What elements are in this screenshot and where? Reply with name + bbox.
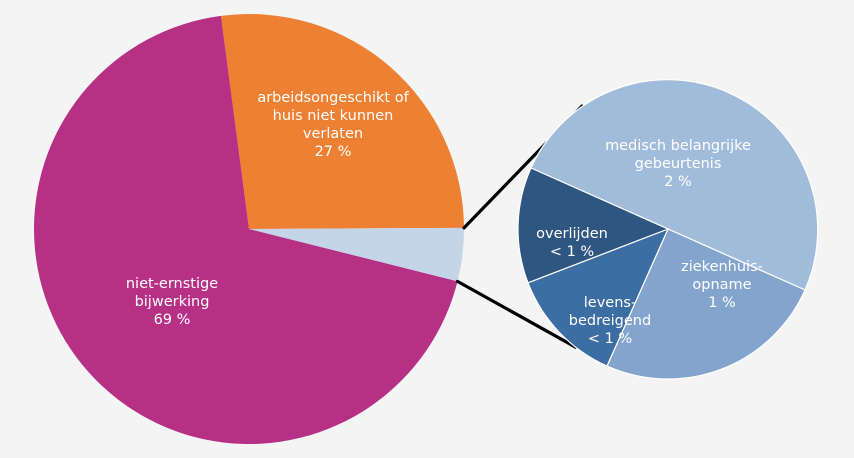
main-slice-arbeidsongeschikt-of bbox=[220, 14, 464, 230]
category-label-line: bijwerking bbox=[135, 294, 210, 310]
main-label-arbeidsongeschikt-of: arbeidsongeschikt of huis niet kunnen verl… bbox=[257, 90, 409, 160]
category-label-line: ziekenhuis- bbox=[681, 259, 763, 275]
category-label-line: verlaten bbox=[303, 126, 363, 142]
value-label: < 1 % bbox=[588, 331, 632, 347]
value-label: 1 % bbox=[708, 295, 736, 311]
breakdown-slice-overlijden bbox=[517, 167, 670, 284]
connector-line-bottom bbox=[455, 279, 578, 349]
category-label-line: gebeurtenis bbox=[635, 156, 722, 172]
category-label-line: bedreigend bbox=[569, 313, 651, 329]
category-label-line: medisch belangrijke bbox=[605, 138, 751, 154]
category-label-line: arbeidsongeschikt of bbox=[257, 90, 409, 106]
main-pie bbox=[33, 14, 465, 445]
value-label: < 1 % bbox=[550, 244, 594, 260]
category-label-line: niet-ernstige bbox=[126, 276, 218, 292]
breakdown-slice-levens bbox=[527, 227, 670, 367]
value-label: 69 % bbox=[154, 312, 191, 328]
breakdown-label-ziekenhuis: ziekenhuis-opname 1 % bbox=[681, 259, 763, 311]
category-label-line: huis niet kunnen bbox=[273, 108, 394, 124]
breakdown-pie bbox=[517, 79, 819, 380]
main-label-niet-ernstige: niet-ernstige bijwerking 69 % bbox=[126, 276, 218, 328]
breakdown-label-medisch-belangrijke: medisch belangrijke gebeurtenis 2 % bbox=[605, 138, 751, 190]
category-label-line: levens- bbox=[584, 295, 636, 311]
category-label-line: opname bbox=[692, 277, 751, 293]
breakdown-slice-ziekenhuis bbox=[606, 228, 806, 380]
breakdown-slice-medisch-belangrijke bbox=[530, 79, 819, 291]
breakdown-label-overlijden: overlijden < 1 % bbox=[536, 226, 608, 260]
main-slice-niet-ernstige bbox=[33, 15, 458, 445]
value-label: 2 % bbox=[664, 174, 692, 190]
value-label: 27 % bbox=[315, 144, 352, 160]
main-slice-other-1 bbox=[249, 227, 465, 282]
breakdown-label-levens: levens-bedreigend < 1 % bbox=[569, 295, 651, 347]
slice-labels: arbeidsongeschikt of huis niet kunnen verl… bbox=[126, 90, 763, 347]
category-label-line: overlijden bbox=[536, 226, 608, 242]
